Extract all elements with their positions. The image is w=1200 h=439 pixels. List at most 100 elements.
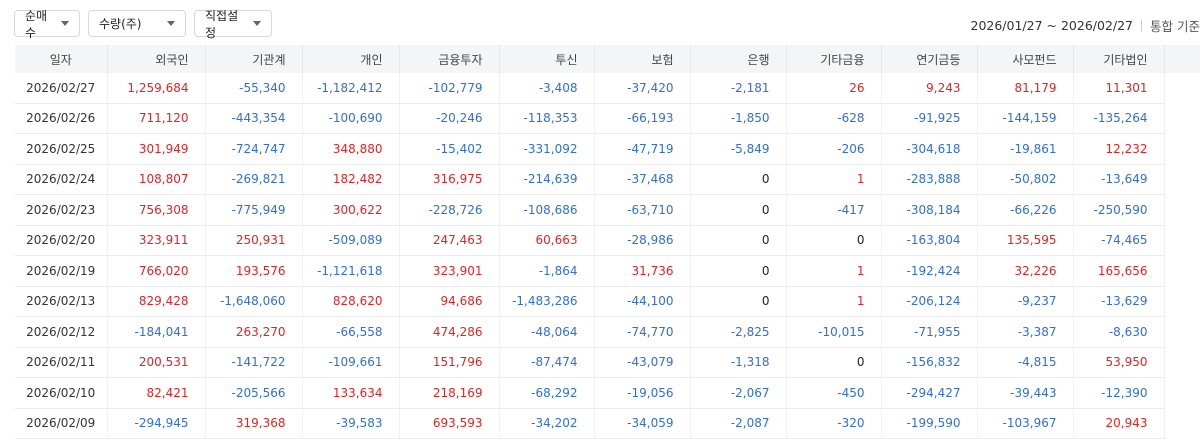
value-cell: -775,949 <box>205 195 302 226</box>
value-cell: -214,639 <box>499 164 594 195</box>
value-cell: 756,308 <box>107 195 205 226</box>
value-cell: -141,722 <box>205 347 302 378</box>
value-cell: -13,649 <box>1073 164 1164 195</box>
spacer-cell <box>1164 225 1200 256</box>
value-cell: -269,821 <box>205 164 302 195</box>
column-header: 외국인 <box>107 45 205 73</box>
value-cell: -66,226 <box>977 195 1073 226</box>
value-cell: -9,237 <box>977 286 1073 317</box>
value-cell: 151,796 <box>399 347 499 378</box>
value-cell: -135,264 <box>1073 103 1164 134</box>
value-cell: -509,089 <box>302 225 399 256</box>
value-cell: 1,259,684 <box>107 73 205 103</box>
column-header: 기관계 <box>205 45 302 73</box>
value-cell: 0 <box>690 195 786 226</box>
value-cell: -34,202 <box>499 408 594 439</box>
unit-dropdown[interactable]: 수량(주) <box>88 10 186 37</box>
column-header: 은행 <box>690 45 786 73</box>
value-cell: -34,059 <box>594 408 690 439</box>
value-cell: 165,656 <box>1073 256 1164 287</box>
value-cell: -100,690 <box>302 103 399 134</box>
spacer-cell <box>1164 164 1200 195</box>
caret-down-icon <box>253 21 261 26</box>
value-cell: 26 <box>786 73 881 103</box>
value-cell: 1 <box>786 164 881 195</box>
date-cell: 2026/02/25 <box>15 134 107 165</box>
value-cell: -74,770 <box>594 317 690 348</box>
date-cell: 2026/02/20 <box>15 225 107 256</box>
value-cell: -20,246 <box>399 103 499 134</box>
value-cell: 193,576 <box>205 256 302 287</box>
value-cell: -2,087 <box>690 408 786 439</box>
column-header: 개인 <box>302 45 399 73</box>
value-cell: 319,368 <box>205 408 302 439</box>
date-cell: 2026/02/24 <box>15 164 107 195</box>
value-cell: -48,064 <box>499 317 594 348</box>
value-cell: -71,955 <box>881 317 977 348</box>
value-cell: -1,121,618 <box>302 256 399 287</box>
value-cell: -37,468 <box>594 164 690 195</box>
value-cell: 1 <box>786 286 881 317</box>
date-cell: 2026/02/13 <box>15 286 107 317</box>
column-header: 연기금등 <box>881 45 977 73</box>
value-cell: -1,483,286 <box>499 286 594 317</box>
column-header: 보험 <box>594 45 690 73</box>
column-header: 투신 <box>499 45 594 73</box>
value-cell: 53,950 <box>1073 347 1164 378</box>
period-dropdown[interactable]: 직접설정 <box>194 10 272 37</box>
value-cell: -628 <box>786 103 881 134</box>
value-cell: -2,825 <box>690 317 786 348</box>
value-cell: 20,943 <box>1073 408 1164 439</box>
value-cell: 323,911 <box>107 225 205 256</box>
value-cell: 711,120 <box>107 103 205 134</box>
value-cell: -47,719 <box>594 134 690 165</box>
value-cell: 300,622 <box>302 195 399 226</box>
value-cell: 182,482 <box>302 164 399 195</box>
spacer-cell <box>1164 134 1200 165</box>
value-cell: -4,815 <box>977 347 1073 378</box>
value-cell: 108,807 <box>107 164 205 195</box>
value-cell: 348,880 <box>302 134 399 165</box>
trade-type-dropdown[interactable]: 순매수 <box>14 10 80 37</box>
spacer-cell <box>1164 73 1200 103</box>
value-cell: 94,686 <box>399 286 499 317</box>
value-cell: 0 <box>690 286 786 317</box>
value-cell: -1,864 <box>499 256 594 287</box>
date-cell: 2026/02/23 <box>15 195 107 226</box>
value-cell: 828,620 <box>302 286 399 317</box>
value-cell: -10,015 <box>786 317 881 348</box>
value-cell: -103,967 <box>977 408 1073 439</box>
column-header: 일자 <box>15 45 107 73</box>
value-cell: 32,226 <box>977 256 1073 287</box>
value-cell: 250,931 <box>205 225 302 256</box>
value-cell: -44,100 <box>594 286 690 317</box>
value-cell: -228,726 <box>399 195 499 226</box>
value-cell: -28,986 <box>594 225 690 256</box>
value-cell: -304,618 <box>881 134 977 165</box>
value-cell: -450 <box>786 378 881 409</box>
period-label: 직접설정 <box>205 7 245 41</box>
value-cell: -205,566 <box>205 378 302 409</box>
value-cell: -15,402 <box>399 134 499 165</box>
value-cell: -13,629 <box>1073 286 1164 317</box>
caret-down-icon <box>61 21 69 26</box>
value-cell: -63,710 <box>594 195 690 226</box>
column-header: 기타법인 <box>1073 45 1164 73</box>
value-cell: 135,595 <box>977 225 1073 256</box>
value-cell: -250,590 <box>1073 195 1164 226</box>
trade-type-label: 순매수 <box>25 7 53 41</box>
value-cell: -68,292 <box>499 378 594 409</box>
value-cell: -5,849 <box>690 134 786 165</box>
date-range-text: 2026/01/27 ~ 2026/02/27 <box>971 18 1134 33</box>
value-cell: -39,583 <box>302 408 399 439</box>
value-cell: -206,124 <box>881 286 977 317</box>
value-cell: -206 <box>786 134 881 165</box>
value-cell: -74,465 <box>1073 225 1164 256</box>
value-cell: -294,945 <box>107 408 205 439</box>
